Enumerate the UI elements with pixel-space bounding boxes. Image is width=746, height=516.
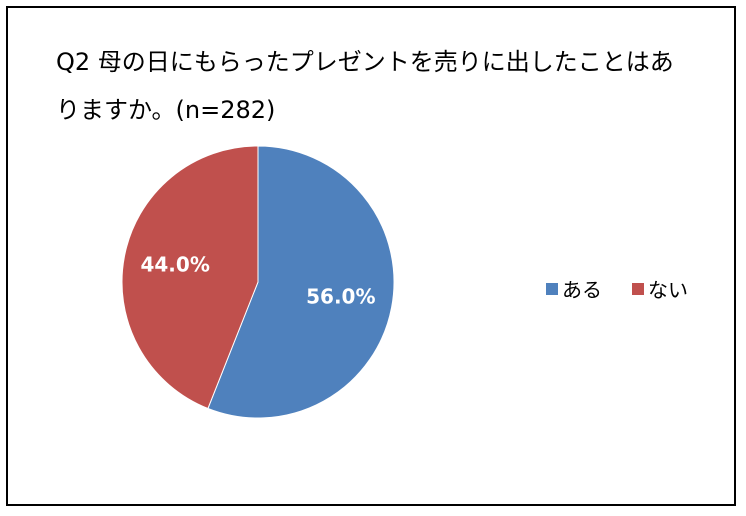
chart-frame: Q2 母の日にもらったプレゼントを売りに出したことはありますか。(n=282) … — [6, 6, 736, 506]
legend-swatch — [546, 282, 558, 295]
legend-label: ない — [648, 278, 688, 302]
legend: ある ない — [546, 274, 718, 303]
legend-swatch — [632, 282, 644, 295]
chart-title: Q2 母の日にもらったプレゼントを売りに出したことはありますか。(n=282) — [56, 48, 674, 124]
pie-chart: 56.0% 44.0% — [121, 145, 395, 419]
pie-slice-2 — [121, 145, 259, 410]
legend-item-2: ない — [632, 274, 688, 303]
pie-data-label-1: 56.0% — [306, 284, 375, 308]
pie-slice-1 — [207, 145, 395, 419]
legend-item-1: ある — [546, 274, 602, 303]
pie-data-label-2: 44.0% — [140, 253, 209, 277]
legend-label: ある — [562, 278, 602, 302]
